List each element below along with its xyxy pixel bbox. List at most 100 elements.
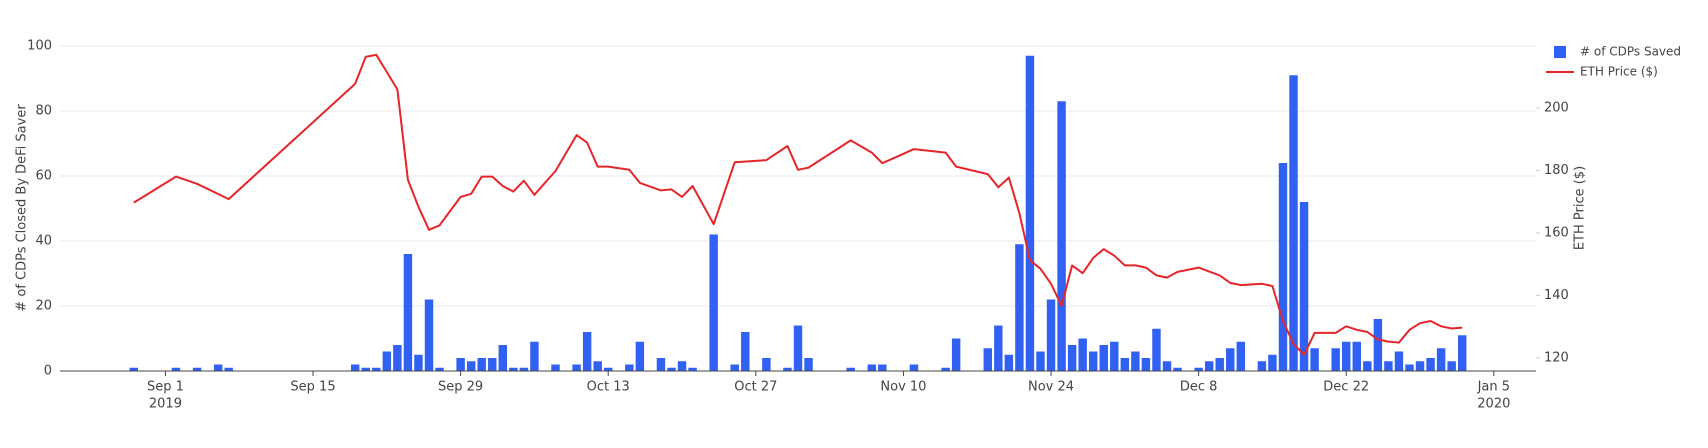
y2-axis-title: ETH Price ($) xyxy=(1573,166,1588,250)
bar xyxy=(488,358,497,371)
x-tick-label: Nov 10 xyxy=(880,380,926,395)
bar xyxy=(1131,351,1140,371)
bar xyxy=(435,367,444,371)
x-tick-label: Nov 24 xyxy=(1028,380,1074,395)
bar xyxy=(625,364,634,371)
bar xyxy=(477,358,486,371)
bar xyxy=(1162,361,1172,371)
bar xyxy=(1331,348,1340,371)
x-tick-label: Sep 29 xyxy=(438,380,483,395)
x-tick-label: Sep 15 xyxy=(290,380,335,395)
bar xyxy=(741,332,750,371)
bar xyxy=(192,367,202,371)
bar xyxy=(1447,361,1456,371)
bar xyxy=(456,358,465,371)
bar xyxy=(372,367,381,371)
x-tick-label: Dec 8 xyxy=(1180,380,1218,395)
bar xyxy=(593,361,602,371)
bar xyxy=(1405,364,1414,371)
legend-label: # of CDPs Saved xyxy=(1580,45,1681,59)
bar xyxy=(129,367,139,371)
bar xyxy=(498,345,508,371)
bar xyxy=(361,367,370,371)
bar xyxy=(793,325,803,371)
bar xyxy=(1025,55,1035,371)
bar xyxy=(1110,341,1119,371)
bar xyxy=(519,367,529,371)
bar xyxy=(551,364,560,371)
bar xyxy=(1173,367,1182,371)
bar xyxy=(762,358,771,371)
y-tick-label: 80 xyxy=(35,104,52,119)
bar xyxy=(1426,358,1435,371)
bar xyxy=(1457,335,1467,371)
bar xyxy=(1067,345,1077,371)
bar xyxy=(1299,202,1309,371)
bar xyxy=(941,367,950,371)
bar xyxy=(677,361,687,371)
x-tick-label: Dec 22 xyxy=(1323,380,1369,395)
x-tick-label: Oct 13 xyxy=(587,380,630,395)
x-tick-label: Oct 27 xyxy=(734,380,777,395)
x-tick-label: Sep 1 xyxy=(147,380,184,395)
bar xyxy=(1152,328,1161,371)
bar xyxy=(466,361,476,371)
bar xyxy=(393,345,402,371)
bar xyxy=(635,341,645,371)
bar xyxy=(1310,348,1319,371)
bar xyxy=(1394,351,1404,371)
bar xyxy=(1415,361,1425,371)
bar xyxy=(530,341,539,371)
bar xyxy=(709,234,718,371)
bar xyxy=(1436,348,1446,371)
bar xyxy=(909,364,919,371)
bar xyxy=(1373,319,1383,371)
bar xyxy=(1215,358,1224,371)
y2-tick-label: 160 xyxy=(1544,225,1569,240)
bar xyxy=(604,367,613,371)
bar xyxy=(1226,348,1235,371)
bar xyxy=(1036,351,1045,371)
bar xyxy=(1004,354,1014,371)
x-tick-label: Jan 5 xyxy=(1477,380,1510,395)
bar xyxy=(1057,101,1066,371)
bar xyxy=(1088,351,1098,371)
line xyxy=(133,53,1463,356)
bar xyxy=(1257,361,1267,371)
y-tick-label: 0 xyxy=(44,364,52,379)
bar xyxy=(846,367,855,371)
y2-tick-label: 200 xyxy=(1544,100,1569,115)
bar xyxy=(1099,345,1108,371)
bar xyxy=(1204,361,1214,371)
y2-tick-label: 120 xyxy=(1544,350,1569,365)
bar xyxy=(1268,354,1277,371)
y-tick-label: 100 xyxy=(27,39,52,54)
bar xyxy=(1078,338,1087,371)
bar xyxy=(224,367,233,371)
legend-label: ETH Price ($) xyxy=(1580,65,1658,79)
bar xyxy=(213,364,223,371)
bar xyxy=(667,367,676,371)
bar xyxy=(688,367,697,371)
bar xyxy=(424,299,434,371)
bar xyxy=(1363,361,1372,371)
bar xyxy=(572,364,581,371)
y-axis-title: # of CDPs Closed By DeFi Saver xyxy=(15,104,30,312)
y-tick-label: 40 xyxy=(35,234,52,249)
bar xyxy=(656,358,666,371)
bar xyxy=(509,367,518,371)
bar xyxy=(1236,341,1246,371)
bar xyxy=(994,325,1003,371)
bar xyxy=(1352,341,1361,371)
bar xyxy=(1120,358,1130,371)
bar xyxy=(382,351,392,371)
bar xyxy=(1289,75,1298,371)
bar xyxy=(804,358,813,371)
bar xyxy=(403,254,413,371)
bar xyxy=(867,364,877,371)
bar xyxy=(1342,341,1351,371)
x-tick-sublabel: 2019 xyxy=(149,397,182,412)
legend-swatch xyxy=(1554,46,1566,58)
bar xyxy=(171,367,181,371)
